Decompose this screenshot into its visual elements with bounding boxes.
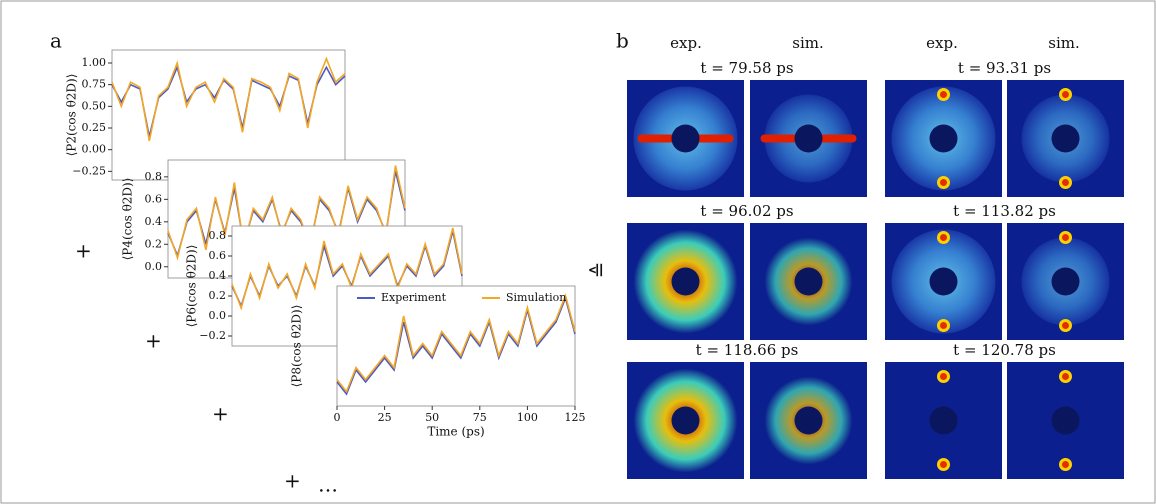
heatmap (1007, 223, 1124, 340)
y-tick-label: 1.00 (82, 56, 107, 69)
heatmap-spot (937, 231, 950, 244)
heatmap-hole (794, 267, 823, 296)
y-axis-label: ⟨P8(cos θ2D)⟩ (290, 305, 304, 388)
heatmap-spot (1059, 458, 1072, 471)
heatmap-spot (937, 458, 950, 471)
ellipsis: … (318, 473, 338, 497)
y-tick-label: 0.8 (145, 170, 163, 183)
time-label: t = 93.31 ps (958, 59, 1051, 77)
heatmap (627, 80, 744, 197)
plus: + (284, 469, 301, 493)
y-tick-label: 0.50 (82, 99, 107, 112)
heatmap-spot (937, 370, 950, 383)
panel-label: b (616, 29, 629, 53)
x-tick-label: 100 (517, 411, 538, 424)
x-tick-label: 125 (565, 411, 586, 424)
y-axis-label: ⟨P2(cos θ2D)⟩ (65, 74, 79, 157)
heatmap-hole (671, 124, 700, 153)
heatmap-hole (929, 124, 958, 153)
column-header: sim. (1048, 34, 1080, 52)
heatmap-spot (937, 176, 950, 189)
series-line (111, 56, 346, 142)
plus: + (212, 402, 229, 426)
series-line (167, 165, 406, 261)
panel-label: a (50, 29, 62, 53)
heatmap-hole (671, 267, 700, 296)
plot-area (336, 285, 576, 407)
time-label: t = 79.58 ps (700, 59, 793, 77)
y-tick-label: 0.00 (82, 143, 107, 156)
time-label: t = 113.82 ps (953, 202, 1056, 220)
y-tick-label: 0.4 (145, 215, 163, 228)
equiv-symbol: ≙ (587, 262, 611, 279)
column-header: exp. (670, 34, 702, 52)
series-line (336, 293, 576, 394)
heatmap (885, 223, 1002, 340)
y-tick-label: 0.4 (209, 269, 227, 282)
heatmap-hole (1051, 124, 1080, 153)
heatmap-hole (794, 124, 823, 153)
y-tick-label: 0.0 (209, 309, 227, 322)
y-axis-label: ⟨P4(cos θ2D)⟩ (121, 178, 135, 261)
heatmap-spot (1059, 176, 1072, 189)
x-tick-label: 25 (378, 411, 392, 424)
heatmap-hole (671, 406, 700, 435)
column-header: exp. (926, 34, 958, 52)
heatmap-spot (937, 88, 950, 101)
x-tick-label: 75 (473, 411, 487, 424)
y-tick-label: 0.6 (145, 192, 163, 205)
column-header: sim. (792, 34, 824, 52)
y-tick-label: 0.2 (145, 237, 163, 250)
plus: + (75, 239, 92, 263)
heatmap-spot (1059, 88, 1072, 101)
heatmap-spot (937, 319, 950, 332)
y-tick-label: −0.2 (199, 329, 226, 342)
heatmap (750, 362, 867, 479)
heatmap-spot (1059, 319, 1072, 332)
x-tick-label: 0 (334, 411, 341, 424)
y-tick-label: 0.75 (82, 78, 107, 91)
x-tick-label: 50 (425, 411, 439, 424)
heatmap-hole (929, 267, 958, 296)
y-tick-label: 0.6 (209, 249, 227, 262)
time-label: t = 120.78 ps (953, 341, 1056, 359)
legend-label: Experiment (381, 291, 447, 304)
heatmap-hole (794, 406, 823, 435)
heatmap (1007, 362, 1124, 479)
heatmap-hole (1051, 267, 1080, 296)
plus: + (145, 329, 162, 353)
heatmap (1007, 80, 1124, 197)
legend-label: Simulation (506, 291, 566, 304)
heatmap (885, 362, 1002, 479)
series-line (231, 227, 463, 311)
heatmap-spot (1059, 370, 1072, 383)
time-label: t = 96.02 ps (700, 202, 793, 220)
heatmap (627, 362, 744, 479)
y-tick-label: 0.25 (82, 121, 107, 134)
y-tick-label: 0.0 (145, 260, 163, 273)
heatmap (750, 80, 867, 197)
time-label: t = 118.66 ps (696, 341, 799, 359)
heatmap (627, 223, 744, 340)
y-tick-label: −0.25 (72, 164, 106, 177)
heatmap-hole (929, 406, 958, 435)
heatmap (885, 80, 1002, 197)
y-axis-label: ⟨P6(cos θ2D)⟩ (185, 245, 199, 328)
x-axis-label: Time (ps) (427, 425, 484, 439)
heatmap (750, 223, 867, 340)
y-tick-label: 0.8 (209, 229, 227, 242)
heatmap-spot (1059, 231, 1072, 244)
heatmap-hole (1051, 406, 1080, 435)
y-tick-label: 0.2 (209, 289, 227, 302)
